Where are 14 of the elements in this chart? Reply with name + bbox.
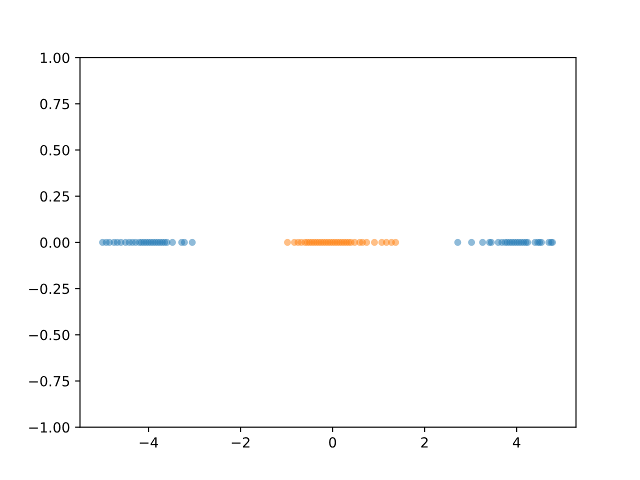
y-tick-label: −0.50 <box>29 330 70 340</box>
x-tick-label: −4 <box>140 437 158 448</box>
x-tick-label: 0 <box>329 437 336 448</box>
y-tick-label: −0.75 <box>29 376 70 386</box>
y-tick-label: 0.25 <box>40 191 70 202</box>
y-tick-label: −0.25 <box>29 284 70 294</box>
x-tick-label: 4 <box>512 437 520 448</box>
y-tick-label: 0.50 <box>40 144 70 156</box>
y-tick-label: 0.00 <box>40 237 70 248</box>
y-tick-label: 0.75 <box>40 98 70 110</box>
x-tick-label: −2 <box>232 437 250 448</box>
y-tick-label: −1.00 <box>29 422 70 433</box>
x-tick-label: 2 <box>421 437 428 448</box>
y-tick-label: 1.00 <box>40 52 70 64</box>
